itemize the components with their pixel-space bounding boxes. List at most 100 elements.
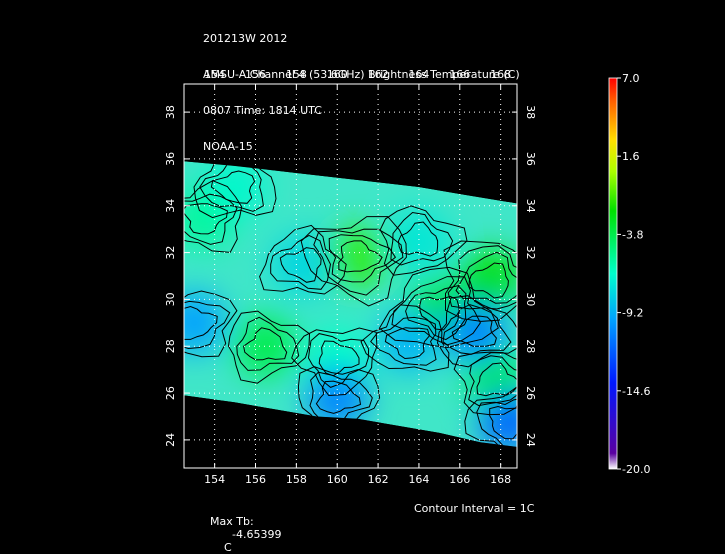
title-line-3: 0807 Time: 1814 UTC [203, 104, 322, 117]
contour-line [309, 371, 373, 426]
colorbar-labels: 7.0 1.6 -3.8 -9.2 -14.6 -20.0 [617, 72, 650, 476]
title-line-2: AMSU-A Channel 4 (53.6GHz) Brightness Te… [203, 68, 520, 81]
contour-line [397, 221, 439, 257]
contour-line [390, 211, 454, 266]
field-sample [388, 210, 449, 271]
title-line-1: 201213W 2012 [203, 32, 288, 45]
y-tick-label-right: 36 [524, 152, 537, 166]
contour-line [227, 310, 311, 384]
x-tick-label-bottom: 166 [449, 473, 470, 486]
max-tb-label: Max Tb: [210, 515, 254, 528]
contour-line [379, 205, 468, 276]
y-tick-label-left: 30 [164, 292, 177, 306]
field-sample [478, 391, 517, 447]
y-tick-label-left: 36 [164, 152, 177, 166]
y-tick-label-left: 24 [164, 433, 177, 447]
contour-line [455, 251, 517, 304]
field-sample [205, 161, 266, 218]
contour-line [378, 266, 499, 349]
y-tick-label-right: 34 [524, 199, 537, 213]
colorbar-label: -14.6 [622, 385, 650, 398]
contour-line [270, 234, 332, 290]
x-tick-label-top: 160 [327, 68, 348, 81]
x-tick-label-top: 164 [408, 68, 429, 81]
x-tick-label-bottom: 156 [245, 473, 266, 486]
contour-line [370, 316, 437, 366]
y-tick-label-left: 38 [164, 105, 177, 119]
contour-line [210, 170, 256, 204]
x-tick-label-bottom: 160 [327, 473, 348, 486]
x-tick-label-top: 166 [449, 68, 470, 81]
contour-line [468, 262, 509, 299]
field-sample [446, 302, 507, 363]
y-tick-label-right: 30 [524, 292, 537, 306]
contour-line [328, 234, 397, 283]
contour-line [436, 295, 517, 368]
contour-line [279, 247, 322, 283]
x-tick-label-bottom: 162 [368, 473, 389, 486]
field-sample [460, 250, 517, 311]
x-tick-label-top: 154 [204, 68, 225, 81]
contour-line [318, 340, 360, 377]
contour-line [464, 386, 517, 447]
contour-line [453, 351, 517, 416]
contour-line [315, 380, 362, 414]
x-tick-label-top: 156 [245, 68, 266, 81]
y-tick-label-right: 26 [524, 386, 537, 400]
title-line-4: NOAA-15 [203, 140, 253, 153]
swath-field [184, 161, 517, 447]
y-tick-label-right: 28 [524, 339, 537, 353]
contour-line [360, 304, 450, 372]
y-tick-label-right: 32 [524, 246, 537, 260]
contour-line [300, 216, 407, 307]
y-tick-label-left: 34 [164, 199, 177, 213]
x-tick-label-bottom: 154 [204, 473, 225, 486]
field-sample [184, 292, 225, 353]
field-sample [307, 367, 368, 428]
colorbar-label: -9.2 [622, 307, 643, 320]
colorbar-label: 1.6 [622, 150, 640, 163]
contour-line [447, 245, 517, 310]
y-tick-label-left: 26 [164, 386, 177, 400]
contour-line [489, 405, 517, 440]
max-tb-value: -4.65399 [232, 528, 282, 541]
contour-line [184, 193, 238, 245]
contour-line [291, 327, 378, 397]
x-tick-label-bottom: 164 [408, 473, 429, 486]
x-tick-label-top: 162 [368, 68, 389, 81]
contour-line [338, 240, 383, 273]
contour-line [243, 327, 288, 361]
colorbar-label: 7.0 [622, 72, 640, 85]
contour-line [476, 362, 517, 397]
contour-line [476, 397, 517, 447]
contour-line [442, 304, 512, 355]
contour-line [419, 295, 460, 331]
contour-line [307, 333, 370, 388]
x-tick-label-bottom: 158 [286, 473, 307, 486]
x-tick-label-top: 158 [286, 68, 307, 81]
contour-line [468, 355, 517, 407]
contour-line [443, 240, 517, 322]
colorbar [608, 77, 618, 470]
colorbar-label: -3.8 [622, 228, 643, 241]
lat-lon-grid [184, 84, 517, 468]
contour-line [184, 305, 218, 340]
contour-line [451, 315, 497, 347]
axis-ticks: 154 154 156 156 158 158 160 160 162 162 164 164 166 1… [164, 68, 537, 486]
contour-line [184, 300, 231, 350]
contour-line [384, 327, 431, 360]
max-tb: Max Tb: -4.65399 C [203, 502, 281, 554]
x-tick-label-top: 168 [490, 68, 511, 81]
colorbar-label: -20.0 [622, 463, 650, 476]
y-tick-label-right: 24 [524, 433, 537, 447]
y-tick-label-right: 38 [524, 105, 537, 119]
contour-line [405, 285, 467, 341]
y-tick-label-left: 28 [164, 339, 177, 353]
y-tick-label-left: 32 [164, 246, 177, 260]
contour-interval: Contour Interval = 1C [414, 502, 535, 515]
chart-title: 201213W 2012 AMSU-A Channel 4 (53.6GHz) … [203, 9, 520, 165]
x-tick-label-bottom: 168 [490, 473, 511, 486]
contour-line [184, 203, 228, 235]
contour-line [184, 180, 243, 253]
